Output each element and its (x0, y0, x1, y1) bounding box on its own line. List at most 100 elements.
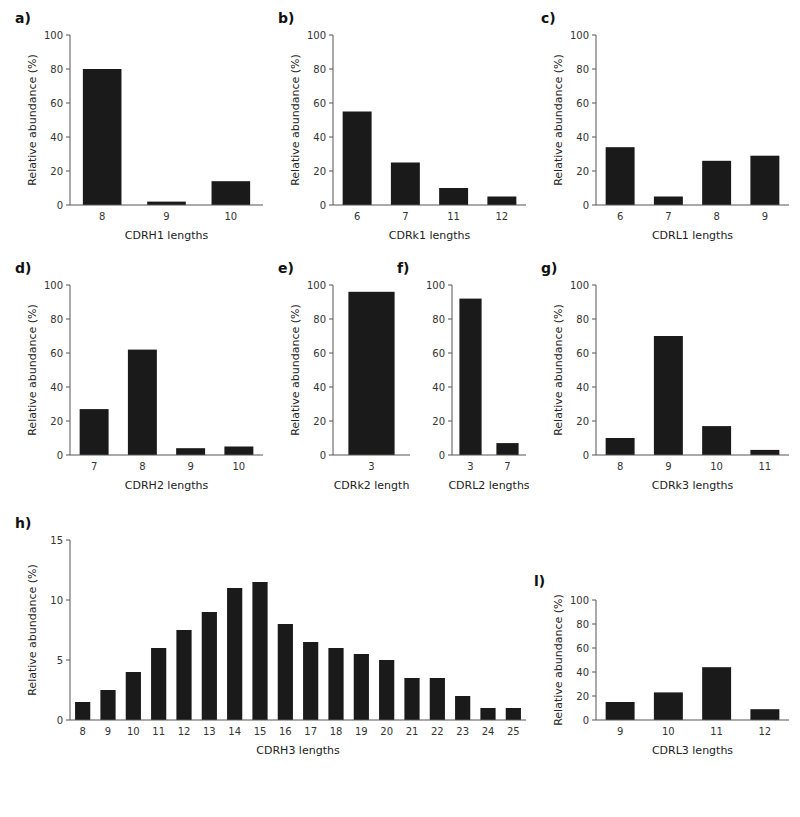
y-tick (66, 319, 70, 320)
y-axis (333, 285, 334, 455)
y-tick (592, 319, 596, 320)
x-axis-label: CDRH3 lengths (256, 744, 340, 757)
y-axis (70, 540, 71, 720)
bar (391, 163, 420, 206)
y-axis (70, 35, 71, 205)
y-tick (592, 353, 596, 354)
x-axis-label: CDRk2 length (334, 479, 410, 492)
x-axis (333, 455, 410, 456)
bar (750, 450, 779, 455)
x-axis (70, 205, 263, 206)
bars (343, 112, 517, 206)
x-tick-label: 24 (482, 726, 495, 737)
panel: 02040608010037CDRL2 lengthsf) (397, 260, 530, 492)
bar (252, 582, 267, 720)
y-axis (452, 285, 453, 455)
y-tick (66, 421, 70, 422)
x-tick-label: 11 (710, 726, 723, 737)
y-tick (66, 35, 70, 36)
y-tick (592, 696, 596, 697)
y-tick-label: 15 (50, 535, 63, 546)
y-tick (448, 285, 452, 286)
x-axis (596, 205, 789, 206)
y-tick (66, 103, 70, 104)
x-tick-label: 7 (91, 461, 97, 472)
y-tick-label: 0 (320, 200, 326, 211)
y-tick-label: 100 (307, 280, 326, 291)
y-tick-label: 40 (50, 132, 63, 143)
y-tick (329, 285, 333, 286)
y-tick (448, 319, 452, 320)
bar (303, 642, 318, 720)
x-tick-label: 10 (224, 211, 237, 222)
x-tick-label: 12 (178, 726, 191, 737)
y-tick (329, 319, 333, 320)
x-tick-label: 9 (105, 726, 111, 737)
y-tick (592, 103, 596, 104)
bar (459, 299, 481, 455)
bar (439, 188, 468, 205)
y-tick-label: 40 (432, 382, 445, 393)
y-tick (592, 600, 596, 601)
bar (202, 612, 217, 720)
y-tick-label: 20 (576, 416, 589, 427)
y-tick-label: 40 (50, 382, 63, 393)
bar (654, 692, 683, 720)
y-tick-label: 40 (576, 132, 589, 143)
x-tick-label: 7 (665, 211, 671, 222)
x-tick-label: 7 (402, 211, 408, 222)
y-tick (329, 205, 333, 206)
bars (606, 667, 780, 720)
y-tick-label: 60 (50, 98, 63, 109)
y-tick-label: 40 (313, 382, 326, 393)
x-tick-label: 9 (617, 726, 623, 737)
y-tick (592, 720, 596, 721)
y-tick-label: 0 (320, 450, 326, 461)
x-axis-label: CDRL3 lengths (652, 744, 733, 757)
bar (176, 630, 191, 720)
y-tick (592, 285, 596, 286)
y-tick-label: 80 (576, 314, 589, 325)
bar (750, 709, 779, 720)
x-axis (70, 720, 526, 721)
y-tick (329, 455, 333, 456)
panel-label: c) (541, 10, 556, 26)
x-tick-label: 9 (762, 211, 768, 222)
panel-label: g) (541, 260, 557, 276)
y-axis-label: Relative abundance (%) (552, 54, 565, 186)
y-tick-label: 100 (570, 595, 589, 606)
y-tick-label: 0 (583, 200, 589, 211)
y-tick-label: 80 (313, 314, 326, 325)
y-tick-label: 60 (313, 348, 326, 359)
x-tick-label: 9 (163, 211, 169, 222)
x-tick-label: 14 (228, 726, 241, 737)
x-tick-label: 22 (431, 726, 444, 737)
bars (83, 69, 250, 205)
bar (702, 426, 731, 455)
y-tick-label: 100 (307, 30, 326, 41)
x-tick-label: 17 (304, 726, 317, 737)
y-tick-label: 0 (57, 715, 63, 726)
y-tick (66, 387, 70, 388)
y-tick (592, 137, 596, 138)
y-tick (592, 205, 596, 206)
panel-label: d) (15, 260, 31, 276)
y-tick (329, 69, 333, 70)
x-axis-label: CDRH2 lengths (125, 479, 209, 492)
bar (496, 443, 518, 455)
panel-label: l) (534, 573, 545, 589)
x-axis-label: CDRL1 lengths (652, 229, 733, 242)
y-tick-label: 100 (570, 280, 589, 291)
x-tick-label: 7 (504, 461, 510, 472)
bar (702, 667, 731, 720)
y-tick (66, 455, 70, 456)
y-tick-label: 80 (313, 64, 326, 75)
bar (480, 708, 495, 720)
y-tick-label: 60 (432, 348, 445, 359)
panel: 02040608010078910CDRH2 lengthsRelative a… (15, 260, 263, 492)
y-tick-label: 80 (50, 64, 63, 75)
y-axis-label: Relative abundance (%) (26, 564, 39, 696)
panel-label: b) (278, 10, 294, 26)
x-tick-label: 12 (496, 211, 509, 222)
bar (100, 690, 115, 720)
